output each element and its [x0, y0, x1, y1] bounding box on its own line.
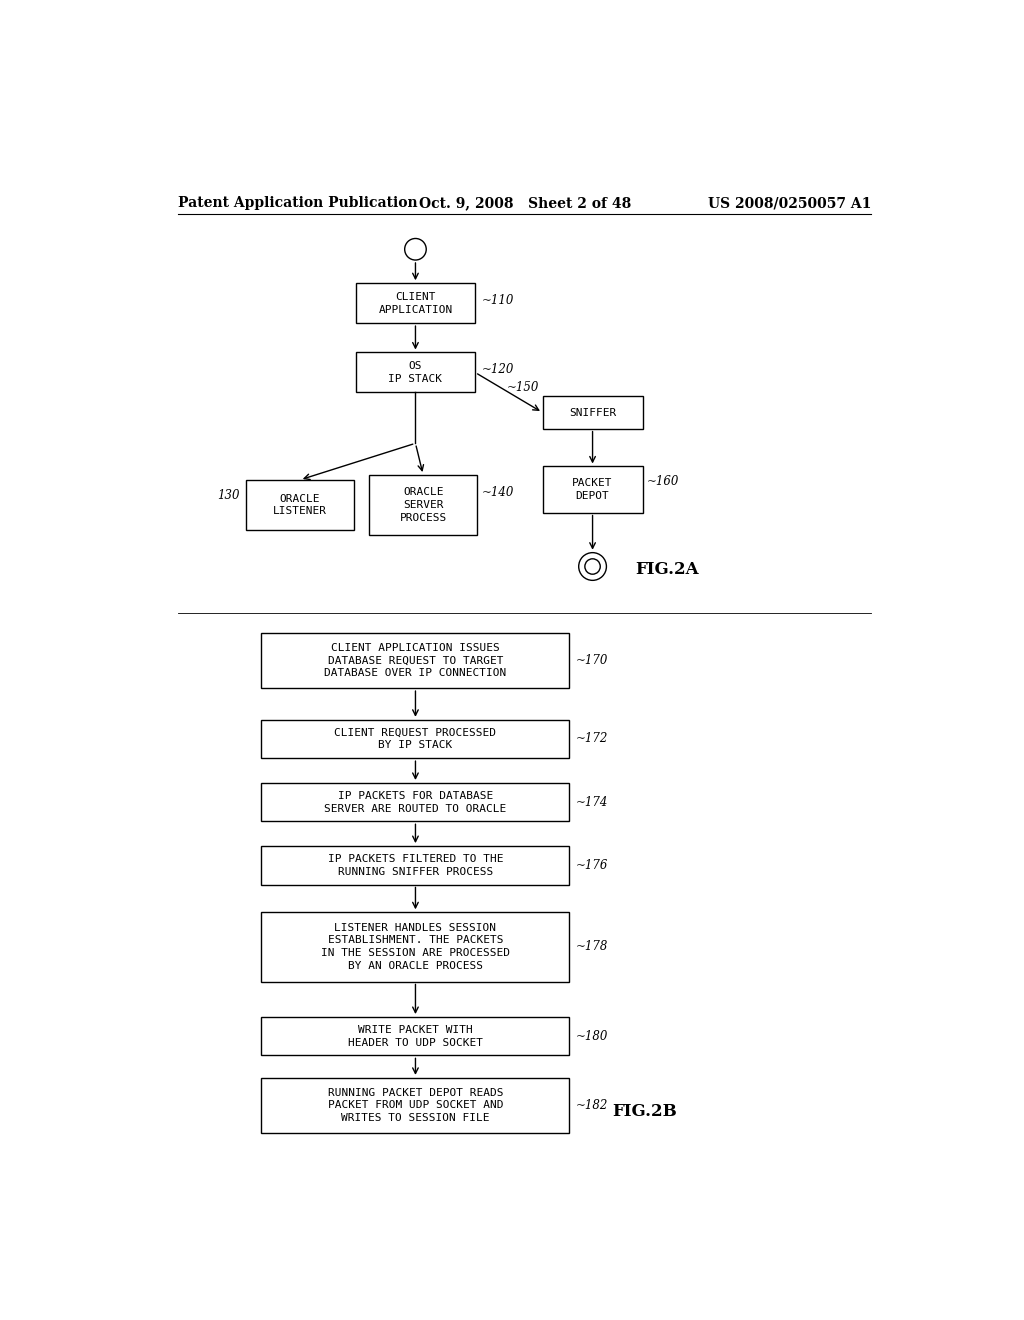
Text: US 2008/0250057 A1: US 2008/0250057 A1 — [708, 197, 871, 210]
Text: ~180: ~180 — [575, 1030, 608, 1043]
Text: ~174: ~174 — [575, 796, 608, 809]
Text: WRITE PACKET WITH
HEADER TO UDP SOCKET: WRITE PACKET WITH HEADER TO UDP SOCKET — [348, 1024, 483, 1048]
Text: LISTENER HANDLES SESSION
ESTABLISHMENT. THE PACKETS
IN THE SESSION ARE PROCESSED: LISTENER HANDLES SESSION ESTABLISHMENT. … — [321, 923, 510, 972]
Circle shape — [585, 558, 600, 574]
Circle shape — [579, 553, 606, 581]
Bar — [261, 1077, 569, 1133]
Text: FIG.2B: FIG.2B — [611, 1104, 677, 1121]
Text: CLIENT
APPLICATION: CLIENT APPLICATION — [378, 292, 453, 314]
Bar — [370, 475, 477, 535]
Text: ~150: ~150 — [506, 380, 539, 393]
Bar — [543, 396, 643, 429]
Text: FIG.2A: FIG.2A — [635, 561, 698, 578]
Text: ~170: ~170 — [575, 653, 608, 667]
Text: SNIFFER: SNIFFER — [569, 408, 616, 417]
Text: IP PACKETS FILTERED TO THE
RUNNING SNIFFER PROCESS: IP PACKETS FILTERED TO THE RUNNING SNIFF… — [328, 854, 503, 876]
Text: ORACLE
LISTENER: ORACLE LISTENER — [273, 494, 327, 516]
Text: RUNNING PACKET DEPOT READS
PACKET FROM UDP SOCKET AND
WRITES TO SESSION FILE: RUNNING PACKET DEPOT READS PACKET FROM U… — [328, 1088, 503, 1123]
Text: ~176: ~176 — [575, 859, 608, 871]
Bar — [261, 1016, 569, 1056]
Text: ~160: ~160 — [647, 475, 680, 488]
Bar — [261, 912, 569, 982]
Bar — [355, 352, 475, 392]
Circle shape — [404, 239, 426, 260]
Text: PACKET
DEPOT: PACKET DEPOT — [572, 478, 612, 500]
Text: OS
IP STACK: OS IP STACK — [388, 362, 442, 384]
Text: ORACLE
SERVER
PROCESS: ORACLE SERVER PROCESS — [399, 487, 446, 523]
Bar — [355, 284, 475, 323]
Bar — [261, 719, 569, 758]
Text: IP PACKETS FOR DATABASE
SERVER ARE ROUTED TO ORACLE: IP PACKETS FOR DATABASE SERVER ARE ROUTE… — [325, 791, 507, 813]
Text: ~110: ~110 — [481, 293, 514, 306]
Bar — [261, 632, 569, 688]
Text: CLIENT REQUEST PROCESSED
BY IP STACK: CLIENT REQUEST PROCESSED BY IP STACK — [335, 727, 497, 750]
Text: ~182: ~182 — [575, 1100, 608, 1111]
Text: CLIENT APPLICATION ISSUES
DATABASE REQUEST TO TARGET
DATABASE OVER IP CONNECTION: CLIENT APPLICATION ISSUES DATABASE REQUE… — [325, 643, 507, 678]
Bar — [246, 480, 354, 529]
Text: 130: 130 — [217, 490, 240, 502]
Text: ~172: ~172 — [575, 733, 608, 746]
Text: Patent Application Publication: Patent Application Publication — [178, 197, 418, 210]
Bar — [261, 846, 569, 884]
Bar — [543, 466, 643, 512]
Bar — [261, 783, 569, 821]
Text: Oct. 9, 2008   Sheet 2 of 48: Oct. 9, 2008 Sheet 2 of 48 — [419, 197, 631, 210]
Text: ~120: ~120 — [481, 363, 514, 376]
Text: ~178: ~178 — [575, 940, 608, 953]
Text: ~140: ~140 — [481, 486, 514, 499]
